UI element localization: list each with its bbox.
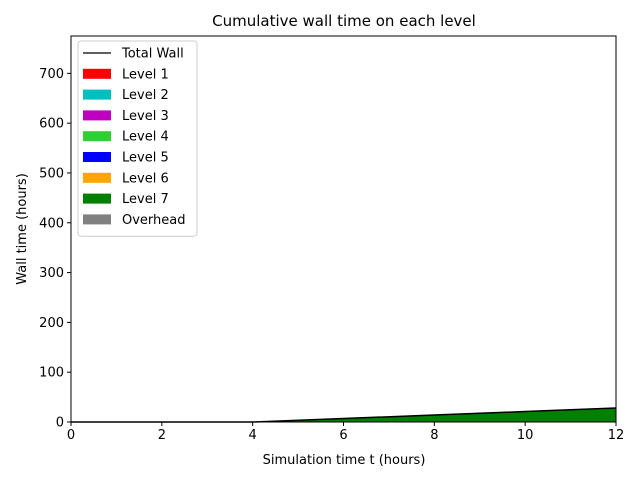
legend-label-total-wall: Total Wall [121, 47, 184, 62]
x-tick-label: 12 [608, 428, 625, 443]
y-axis-label: Wall time (hours) [15, 173, 30, 285]
y-tick-label: 300 [39, 266, 64, 281]
y-axis-ticks: 0 100 200 300 400 500 600 700 [39, 67, 71, 431]
x-axis-ticks: 0 2 4 6 8 10 12 [67, 422, 624, 443]
area-level-7 [71, 408, 616, 422]
legend-label-level-7: Level 7 [122, 192, 169, 207]
legend-swatch-level-3 [83, 110, 111, 121]
legend-label-level-2: Level 2 [122, 88, 169, 103]
y-tick-label: 600 [39, 117, 64, 132]
y-tick-label: 200 [39, 316, 64, 331]
x-tick-label: 6 [339, 428, 347, 443]
legend-label-level-1: Level 1 [122, 67, 169, 82]
legend: Total Wall Level 1 Level 2 Level 3 Level 4 Le… [77, 40, 198, 237]
legend-label-level-5: Level 5 [122, 151, 169, 166]
legend-label-level-3: Level 3 [122, 109, 169, 124]
legend-swatch-level-4 [83, 131, 111, 142]
legend-swatch-overhead [83, 214, 111, 225]
y-tick-label: 500 [39, 166, 64, 181]
legend-label-level-6: Level 6 [122, 171, 169, 186]
legend-swatch-level-7 [83, 193, 111, 204]
x-axis-label: Simulation time t (hours) [263, 453, 426, 468]
y-tick-label: 700 [39, 67, 64, 82]
y-tick-label: 0 [56, 416, 64, 431]
legend-label-level-4: Level 4 [122, 130, 169, 145]
chart-title: Cumulative wall time on each level [212, 12, 476, 30]
legend-label-overhead: Overhead [122, 213, 186, 228]
legend-swatch-level-1 [83, 68, 111, 79]
x-tick-label: 2 [158, 428, 166, 443]
legend-swatch-level-5 [83, 152, 111, 162]
y-tick-label: 400 [39, 216, 64, 231]
x-tick-label: 8 [430, 428, 438, 443]
x-tick-label: 0 [67, 428, 75, 443]
legend-swatch-level-2 [83, 89, 111, 100]
y-tick-label: 100 [39, 366, 64, 381]
x-tick-label: 10 [517, 428, 534, 443]
legend-swatch-level-6 [83, 172, 111, 183]
x-tick-label: 4 [249, 428, 257, 443]
